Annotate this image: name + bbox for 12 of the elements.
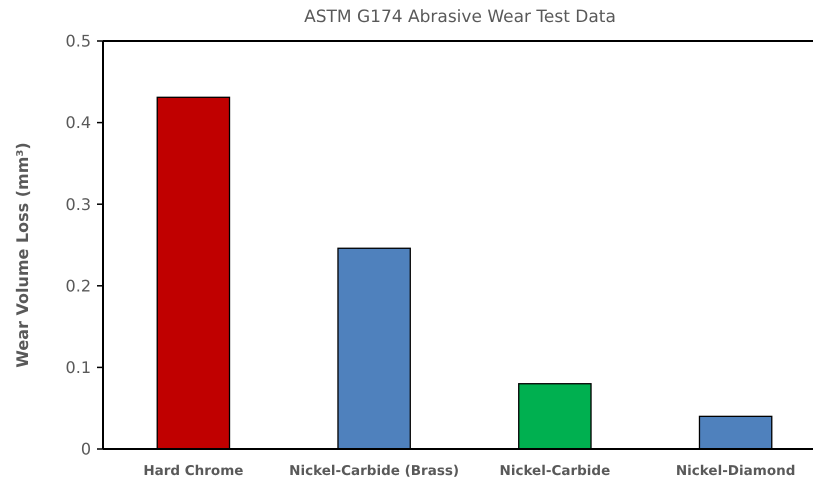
y-tick-label: 0.2 [66, 276, 91, 296]
y-tick-label: 0.3 [66, 194, 91, 214]
chart-title: ASTM G174 Abrasive Wear Test Data [304, 7, 616, 27]
x-tick-label: Hard Chrome [143, 463, 244, 479]
y-tick-label: 0.1 [66, 358, 91, 377]
x-tick-label: Nickel-Carbide [500, 463, 610, 479]
x-tick-label: Nickel-Carbide (Brass) [289, 463, 460, 479]
y-tick-label: 0.5 [66, 32, 91, 51]
y-tick-label: 0 [80, 440, 91, 459]
x-tick-label: Nickel-Diamond [676, 463, 796, 479]
y-axis-title: Wear Volume Loss (mm³) [13, 142, 32, 368]
y-tick-label: 0.4 [66, 113, 91, 132]
